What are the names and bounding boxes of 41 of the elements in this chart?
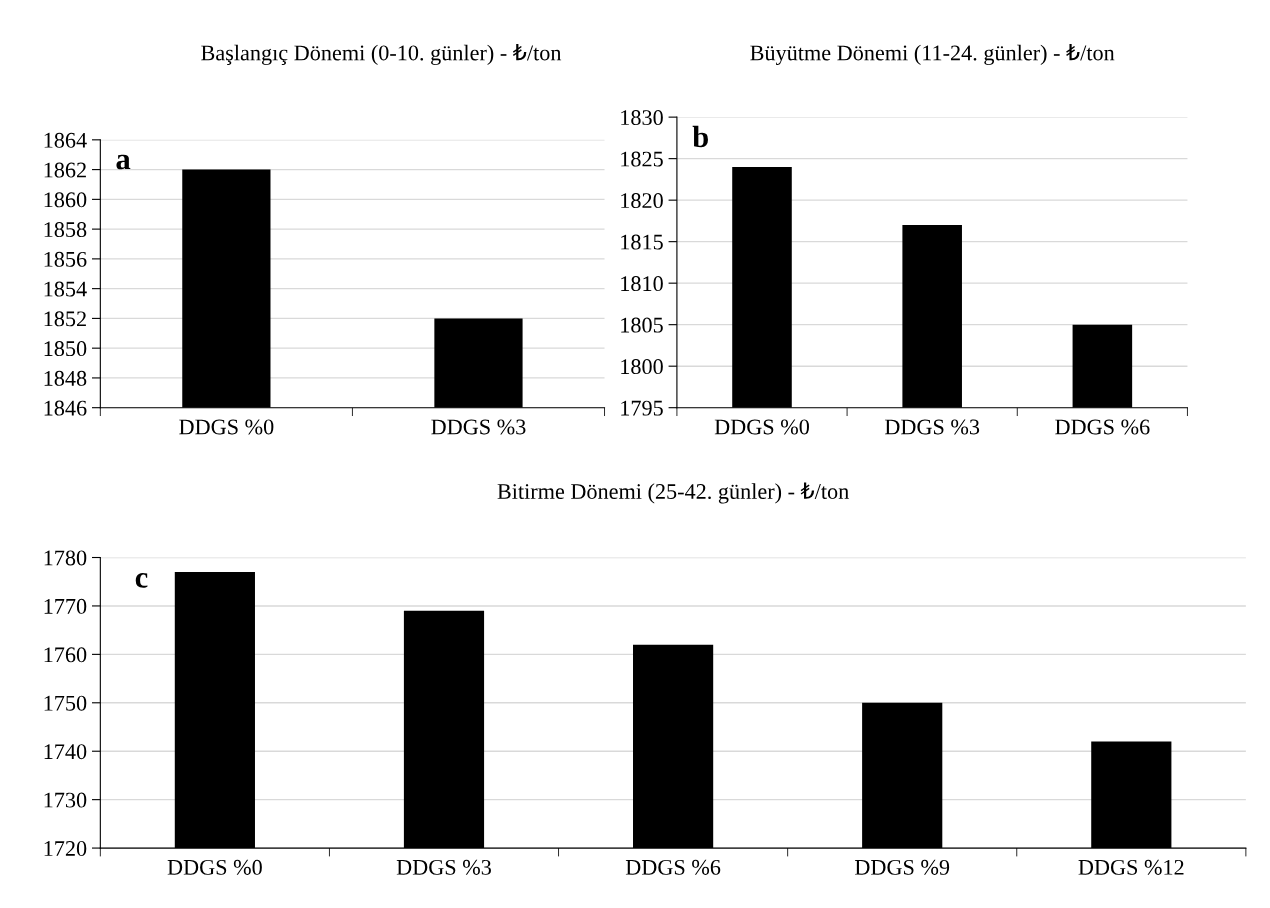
x-tick-label: DDGS %0 (167, 859, 262, 875)
y-tick-label: 1854 (44, 281, 87, 297)
y-tick-label: 1760 (44, 647, 87, 663)
y-tick-label: 1740 (44, 744, 87, 760)
y-tick-label: 1795 (621, 400, 663, 416)
y-tick-label: 1810 (621, 276, 663, 292)
y-tick-label: 1848 (44, 370, 87, 386)
annotation: a (116, 154, 131, 170)
y-tick-label: 1815 (621, 234, 663, 250)
x-tick-label: DDGS %3 (431, 419, 526, 435)
y-tick-label: 1864 (44, 132, 87, 148)
chart-title: Büyütme Dönemi (11-24. günler) - ₺/ton (750, 43, 1115, 65)
y-tick-label: 1852 (44, 311, 86, 327)
x-tick-label: DDGS %0 (714, 419, 809, 435)
y-tick-label: 1730 (44, 792, 87, 808)
y-tick-label: 1800 (621, 359, 663, 375)
x-tick-label: DDGS %0 (179, 419, 274, 435)
y-tick-label: 1720 (44, 841, 87, 856)
y-tick-label: 1862 (44, 162, 86, 178)
x-tick-label: DDGS %9 (855, 859, 950, 875)
x-tick-label: DDGS %3 (884, 419, 980, 435)
y-tick-label: 1858 (44, 222, 87, 238)
y-tick-label: 1750 (44, 695, 87, 711)
y-tick-label: 1825 (621, 151, 663, 167)
y-tick-label: 1770 (44, 598, 87, 614)
y-tick-label: 1780 (44, 550, 87, 566)
chart-title: Bitirme Dönemi (25-42. günler) - ₺/ton (497, 482, 849, 504)
annotation: b (692, 125, 708, 148)
x-tick-label: DDGS %3 (396, 859, 491, 875)
y-tick-label: 1820 (621, 193, 663, 209)
y-tick-label: 1860 (44, 192, 87, 208)
x-tick-label: DDGS %6 (625, 859, 721, 875)
x-tick-label: DDGS %12 (1078, 859, 1184, 875)
chart-title: Başlangıç Dönemi (0-10. günler) - ₺/ton (201, 43, 562, 65)
annotation: c (135, 573, 148, 588)
y-tick-label: 1856 (44, 251, 87, 267)
x-tick-label: DDGS %6 (1055, 419, 1150, 435)
y-tick-label: 1850 (44, 341, 87, 357)
y-tick-label: 1830 (621, 110, 663, 126)
y-tick-label: 1846 (44, 400, 87, 416)
y-tick-label: 1805 (621, 317, 663, 333)
